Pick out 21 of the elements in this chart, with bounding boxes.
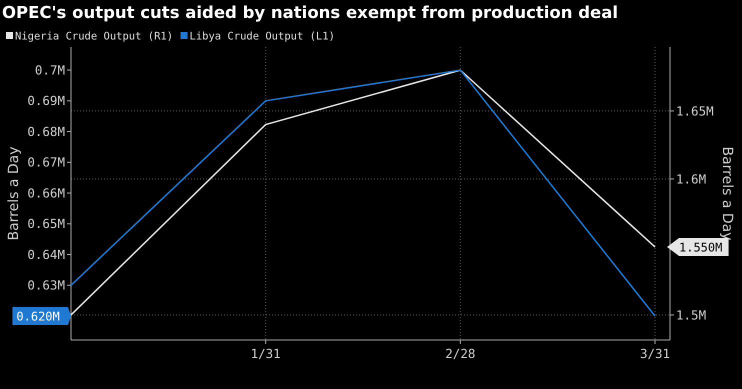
x-tick-label: 1/31 [250,346,281,361]
legend-label: Nigeria Crude Output (R1) [15,30,174,42]
y-axis-title: Barrels a Day [6,146,22,241]
y-tick-label: 0.65M [27,216,65,232]
y-tick-label: 0.68M [27,124,65,139]
y2-axis-title: Barrels a Day [719,146,735,241]
text: 1.550M [679,240,722,254]
y-tick-label: 0.7M [34,62,65,78]
y2-tick-label: 1.5M [676,307,706,322]
x-tick-label: 2/28 [445,346,476,361]
legend-label: Libya Crude Output (L1) [190,30,335,42]
y-tick-label: 0.63M [27,278,65,293]
x-tick-label: 3/31 [640,346,670,361]
y-tick-label: 0.67M [27,154,65,170]
chart-title: OPEC's output cuts aided by nations exempt from production deal [2,3,618,22]
y2-tick-label: 1.65M [676,103,714,118]
text: 0.620M [16,310,60,324]
y-tick-label: 0.69M [27,93,65,108]
y-tick-label: 0.64M [27,246,65,262]
y-tick-label: 0.66M [27,185,65,200]
y2-tick-label: 1.6M [676,171,706,186]
